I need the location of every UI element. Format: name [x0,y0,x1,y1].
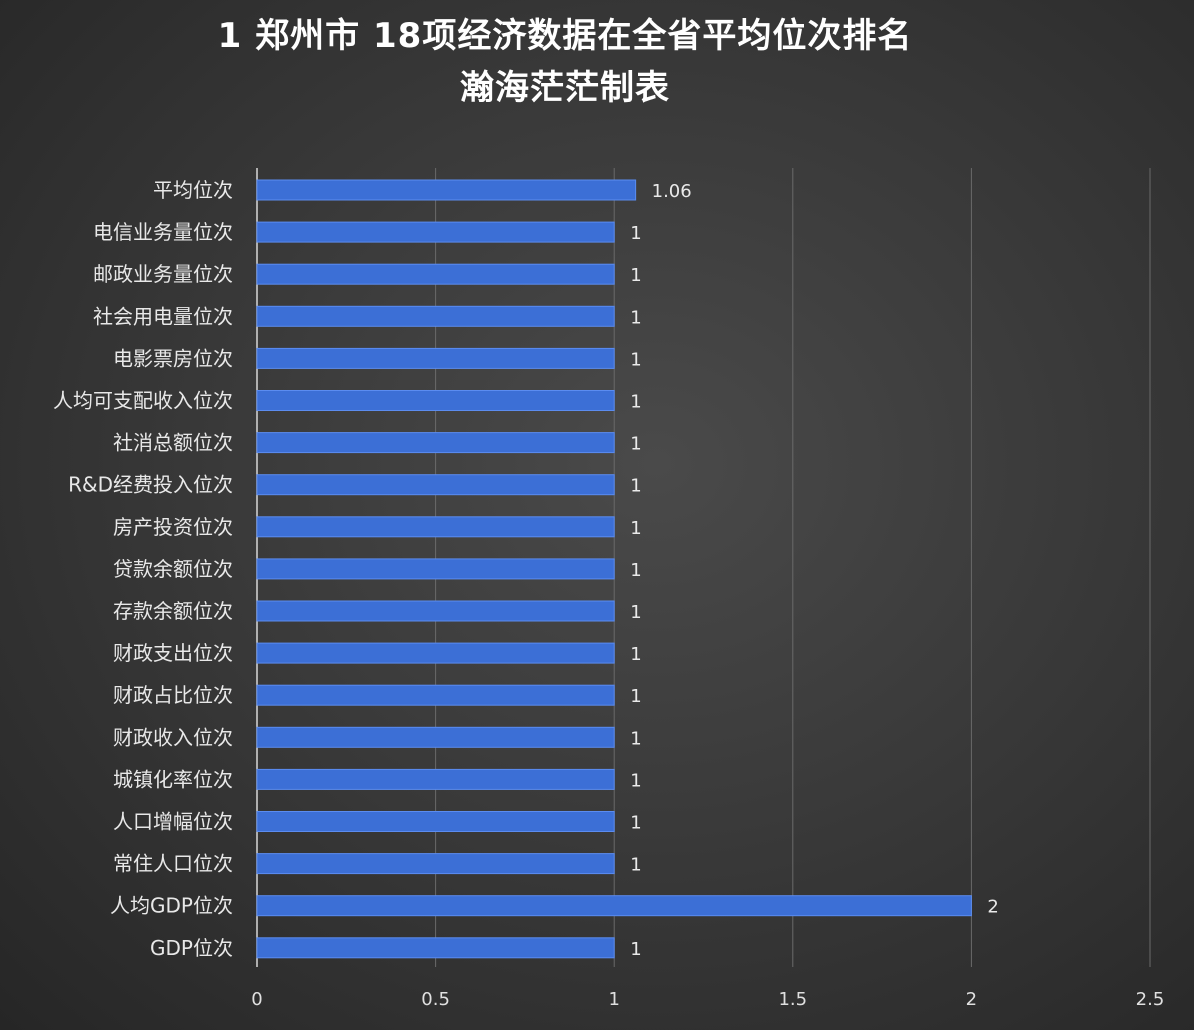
data-label: 1 [630,855,641,876]
category-label: 财政收入位次 [113,725,233,749]
data-label: 1 [630,602,641,623]
data-label: 1 [630,770,641,791]
chart-title-block: 1 郑州市 18项经济数据在全省平均位次排名 瀚海茫茫制表 [0,10,1130,114]
data-label: 1 [630,939,641,960]
bar [256,432,615,454]
bar [256,558,615,580]
category-label: 财政支出位次 [113,641,233,665]
category-label: 电影票房位次 [113,346,233,370]
bar [256,179,637,201]
bar [256,347,615,369]
data-label: 1 [630,223,641,244]
category-label: 社会用电量位次 [93,304,233,328]
bar [256,853,615,875]
category-label: 社消总额位次 [113,431,233,455]
category-label: 城镇化率位次 [113,767,233,791]
category-label: 电信业务量位次 [93,220,233,244]
category-label: GDP位次 [150,936,233,960]
data-label: 1 [630,560,641,581]
data-label: 1 [630,307,641,328]
bar [256,684,615,706]
x-tick-label: 0.5 [421,989,450,1010]
x-tick-label: 1 [608,989,619,1010]
category-label: 人均可支配收入位次 [53,389,233,413]
data-label: 1 [630,644,641,665]
data-label: 1 [630,392,641,413]
bar [256,263,615,285]
x-tick-label: 2.5 [1136,989,1165,1010]
category-label: 人口增幅位次 [113,810,233,834]
data-label: 1 [630,686,641,707]
data-label: 2 [987,897,998,918]
data-label: 1 [630,813,641,834]
bar [256,474,615,496]
bar [256,390,615,411]
category-label: R&D经费投入位次 [68,473,233,497]
data-label: 1 [630,518,641,539]
bar [256,768,615,790]
category-label: 财政占比位次 [113,683,233,707]
category-label: 常住人口位次 [113,852,233,876]
data-label: 1 [630,349,641,370]
category-label: 人均GDP位次 [110,894,233,918]
x-tick-label: 1.5 [778,989,807,1010]
category-label: 贷款余额位次 [113,557,233,581]
data-label: 1 [630,434,641,455]
data-label: 1 [630,728,641,749]
data-label: 1 [630,476,641,497]
bar [256,811,615,832]
category-label: 存款余额位次 [113,599,233,623]
category-label: 平均位次 [153,178,233,202]
bar [256,600,615,622]
category-label: 邮政业务量位次 [93,262,233,286]
chart-title: 1 郑州市 18项经济数据在全省平均位次排名 [217,16,913,56]
x-tick-label: 0 [251,989,262,1010]
bar [256,221,615,243]
data-label: 1 [630,265,641,286]
bar [256,642,615,664]
bar [256,726,615,748]
data-label: 1.06 [652,181,692,202]
x-tick-label: 2 [966,989,977,1010]
bar [256,305,615,327]
category-label: 房产投资位次 [113,515,233,539]
bar [256,516,615,538]
bar [256,937,615,959]
bar [256,895,972,917]
chart-subtitle: 瀚海茫茫制表 [460,68,670,108]
